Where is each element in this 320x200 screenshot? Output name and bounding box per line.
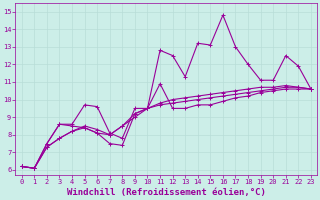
X-axis label: Windchill (Refroidissement éolien,°C): Windchill (Refroidissement éolien,°C): [67, 188, 266, 197]
